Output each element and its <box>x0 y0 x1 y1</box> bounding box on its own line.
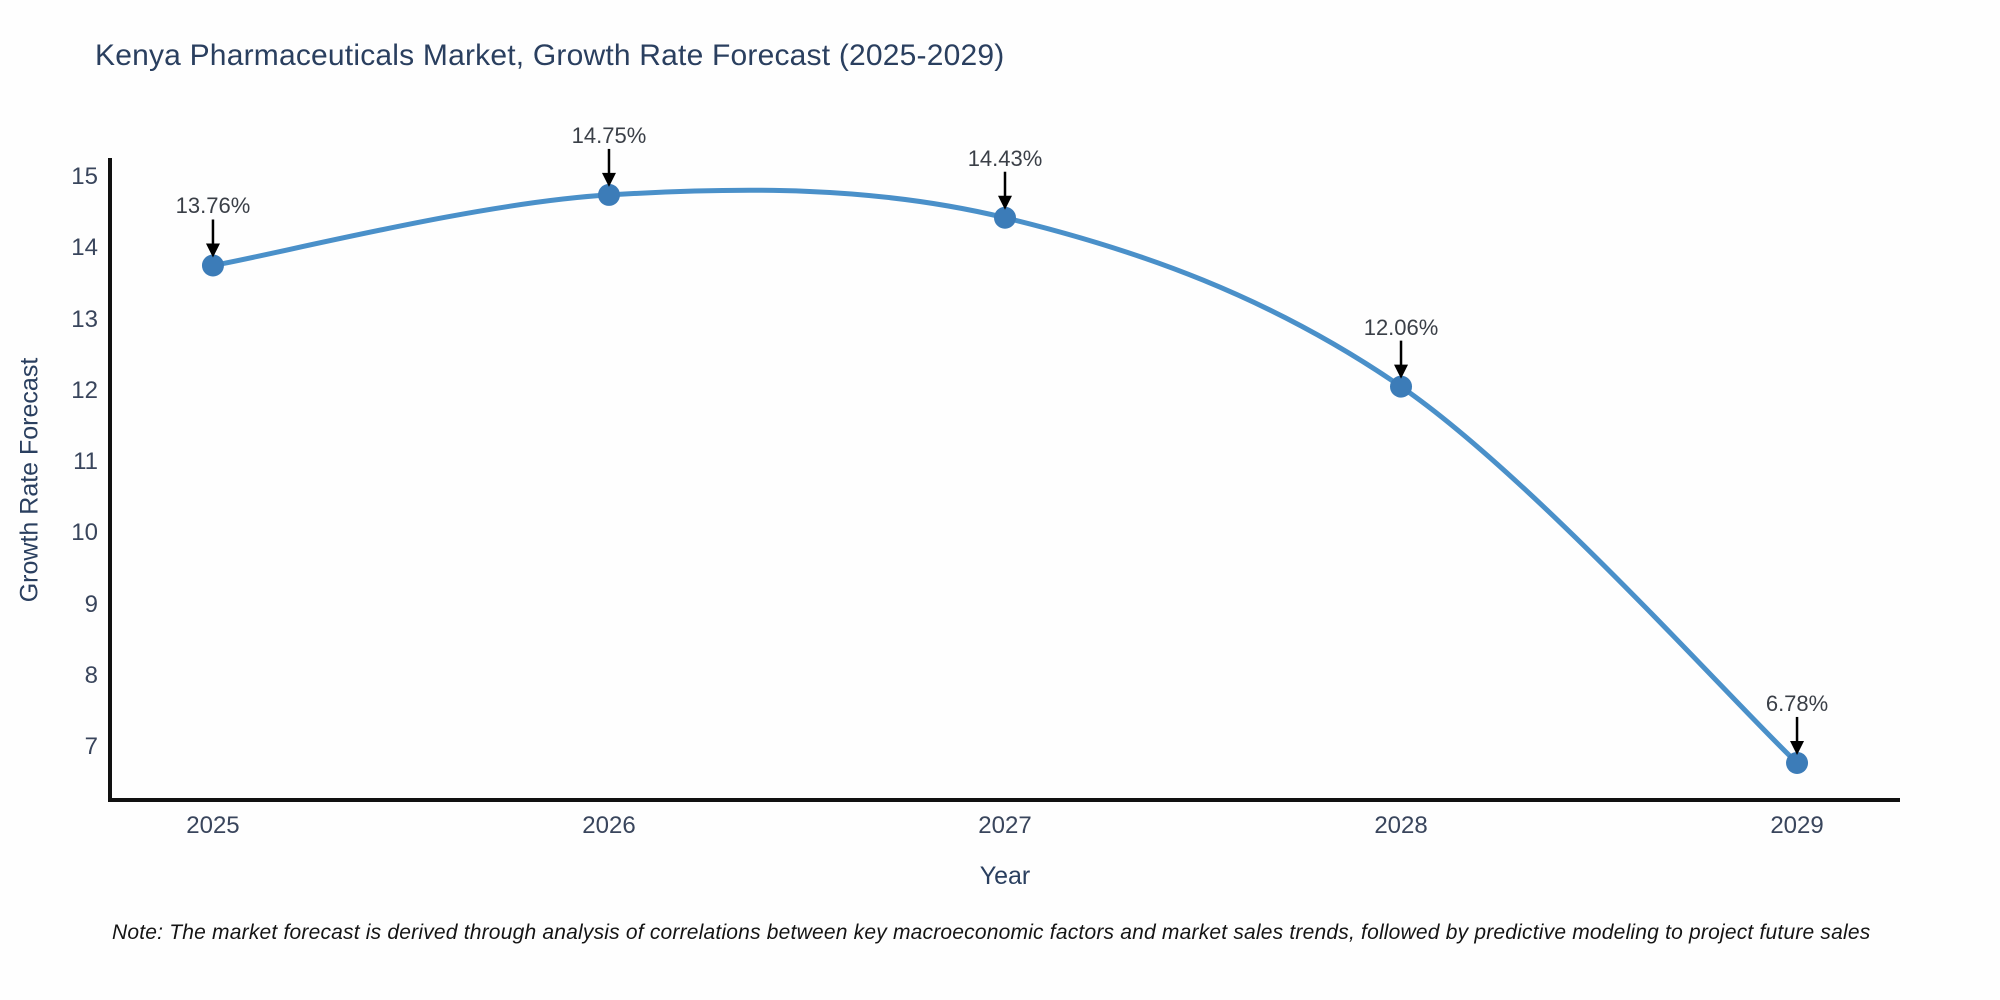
y-axis-title: Growth Rate Forecast <box>15 357 44 603</box>
y-tick-label: 12 <box>71 376 98 404</box>
annotation-arrow-head <box>998 195 1012 210</box>
data-point-marker <box>1390 375 1413 398</box>
chart-title: Kenya Pharmaceuticals Market, Growth Rat… <box>95 39 1005 72</box>
data-point-label: 14.75% <box>571 122 647 148</box>
y-tick-label: 10 <box>71 519 98 547</box>
y-tick-label: 9 <box>84 590 98 618</box>
x-tick-label: 2029 <box>1770 812 1824 839</box>
forecast-line <box>210 187 1800 766</box>
y-tick-label: 11 <box>73 448 98 476</box>
data-point-marker <box>994 206 1016 229</box>
y-tick-label: 8 <box>84 661 98 689</box>
data-point-label: 14.43% <box>967 145 1043 171</box>
x-tick-label: 2027 <box>978 812 1032 839</box>
x-tick-label: 2025 <box>186 812 240 839</box>
data-point-marker <box>597 183 620 206</box>
x-axis-title: Year <box>979 862 1031 890</box>
data-point-marker <box>1786 751 1809 774</box>
data-point-label: 12.06% <box>1363 314 1439 340</box>
annotation-arrow-head <box>1394 364 1409 379</box>
data-point-label: 13.76% <box>175 193 251 219</box>
data-point-label: 6.78% <box>1765 690 1829 716</box>
x-tick-label: 2026 <box>582 812 636 839</box>
annotation-arrow-head <box>601 172 616 187</box>
y-tick-label: 15 <box>71 163 98 191</box>
annotation-arrow-head <box>1790 740 1805 755</box>
y-tick-label: 13 <box>71 305 98 333</box>
y-tick-label: 7 <box>84 733 98 761</box>
footnote: Note: The market forecast is derived thr… <box>112 921 1871 944</box>
y-tick-label: 14 <box>71 234 98 262</box>
data-point-marker <box>201 254 224 277</box>
x-tick-label: 2028 <box>1374 812 1428 839</box>
annotation-arrow-head <box>205 243 220 258</box>
